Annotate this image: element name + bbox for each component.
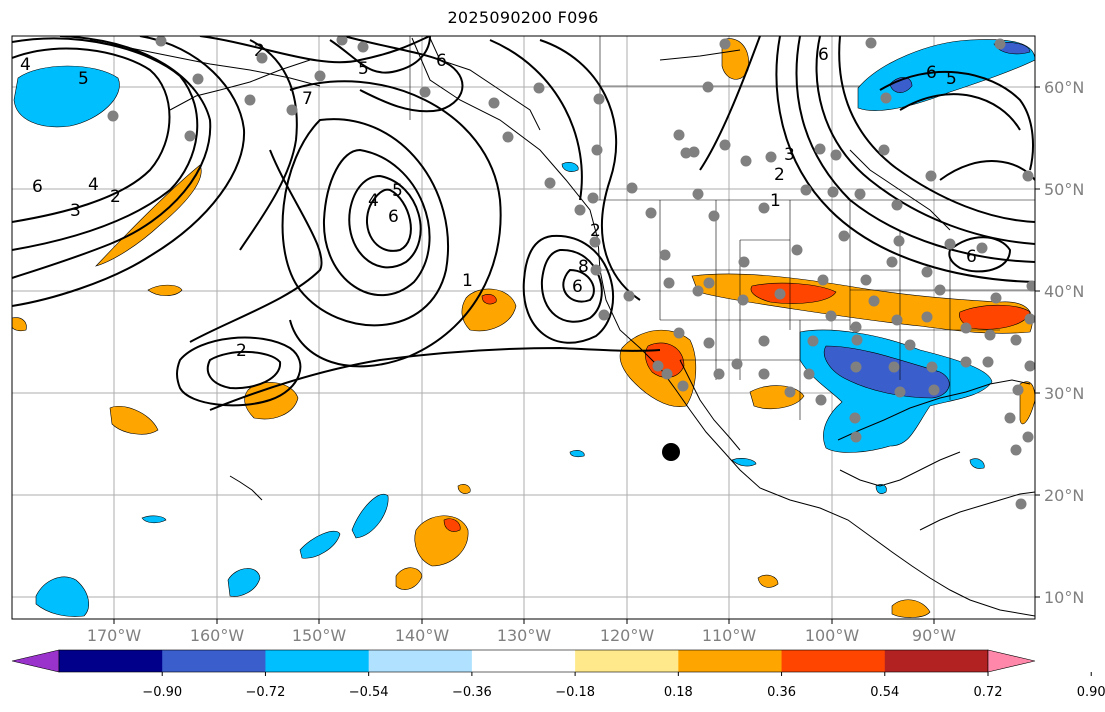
contour-label: 4 <box>20 55 31 75</box>
lat-label: 40°N <box>1044 282 1084 301</box>
colorbar-extend-right <box>987 649 1036 673</box>
lat-label: 30°N <box>1044 384 1084 403</box>
contour-label: 4 <box>368 191 379 211</box>
lon-label: 140°W <box>395 626 450 645</box>
contour-label: 5 <box>392 181 403 201</box>
lon-label: 110°W <box>702 626 757 645</box>
colorbar-ticks: −0.90 −0.72 −0.54 −0.36 −0.18 0.18 0.36 0.54 0.7… <box>142 672 1105 700</box>
contour-label: 8 <box>578 257 589 277</box>
contour-label: 6 <box>32 177 43 197</box>
station-dots <box>107 36 1035 510</box>
storm-center-marker <box>662 443 680 461</box>
contour-label: 4 <box>88 175 99 195</box>
colorbar-bin <box>471 650 576 672</box>
longitude-labels: 170°W 160°W 150°W 140°W 130°W 120°W 110°… <box>87 619 956 645</box>
colorbar-tick-label: −0.90 <box>142 685 182 700</box>
colorbar-bins <box>58 649 989 673</box>
contour-label: 6 <box>926 63 937 83</box>
lon-label: 130°W <box>497 626 552 645</box>
contour-label: 6 <box>572 277 583 297</box>
colorbar-bin <box>162 650 266 672</box>
contour-label: 5 <box>358 59 369 79</box>
contour-label: 1 <box>462 271 473 291</box>
contour-label: 6 <box>818 45 829 65</box>
contour-label: 2 <box>590 221 601 241</box>
lon-label: 90°W <box>912 626 956 645</box>
contour-label: 1 <box>770 191 781 211</box>
anomaly-fill <box>12 38 1035 618</box>
contour-label: 3 <box>784 145 795 165</box>
contour-label: 5 <box>946 69 957 89</box>
contour-label: 2 <box>774 165 785 185</box>
colorbar-bin <box>884 650 989 672</box>
colorbar-tick-label: 0.72 <box>974 685 1003 700</box>
colorbar-bin <box>265 650 370 672</box>
colorbar-tick-label: −0.36 <box>452 685 492 700</box>
contour-label: 2 <box>110 187 121 207</box>
contour-label: 3 <box>70 201 81 221</box>
colorbar-tick-label: 0.90 <box>1077 685 1105 700</box>
lon-label: 150°W <box>292 626 347 645</box>
colorbar-tick-label: 0.36 <box>767 685 796 700</box>
colorbar-tick-label: −0.54 <box>349 685 389 700</box>
contour-label: 7 <box>302 89 313 109</box>
colorbar-tick-label: −0.18 <box>555 685 595 700</box>
lat-label: 10°N <box>1044 588 1084 607</box>
lon-label: 120°W <box>600 626 655 645</box>
map-title: 2025090200 F096 <box>447 8 599 27</box>
contour-label: 6 <box>436 51 447 71</box>
lon-label: 160°W <box>190 626 245 645</box>
contour-label-group: 4 5 6 4 3 2 2 7 5 6 4 5 6 1 2 2 6 3 2 1 … <box>20 41 977 361</box>
contour-label: 6 <box>388 207 399 227</box>
lat-label: 20°N <box>1044 486 1084 505</box>
contour-label: 6 <box>966 247 977 267</box>
colorbar-bin <box>781 650 886 672</box>
colorbar-tick-label: −0.72 <box>246 685 286 700</box>
lat-label: 60°N <box>1044 78 1084 97</box>
colorbar-tick-label: 0.18 <box>664 685 693 700</box>
colorbar-bin <box>575 650 679 672</box>
colorbar-bin <box>59 650 163 672</box>
lon-label: 170°W <box>87 626 142 645</box>
lat-label: 50°N <box>1044 180 1084 199</box>
colorbar-bin <box>678 650 783 672</box>
latitude-labels: 60°N 50°N 40°N 30°N 20°N 10°N <box>1035 78 1084 607</box>
contour-label: 5 <box>78 69 89 89</box>
contour-label: 2 <box>236 341 247 361</box>
colorbar-tick-label: 0.54 <box>870 685 899 700</box>
colorbar-bin <box>368 650 473 672</box>
contour-label: 2 <box>254 41 265 61</box>
lon-label: 100°W <box>805 626 860 645</box>
colorbar-extend-left <box>11 649 60 673</box>
colorbar: −0.90 −0.72 −0.54 −0.36 −0.18 0.18 0.36 0.54 0.7… <box>11 649 1105 700</box>
